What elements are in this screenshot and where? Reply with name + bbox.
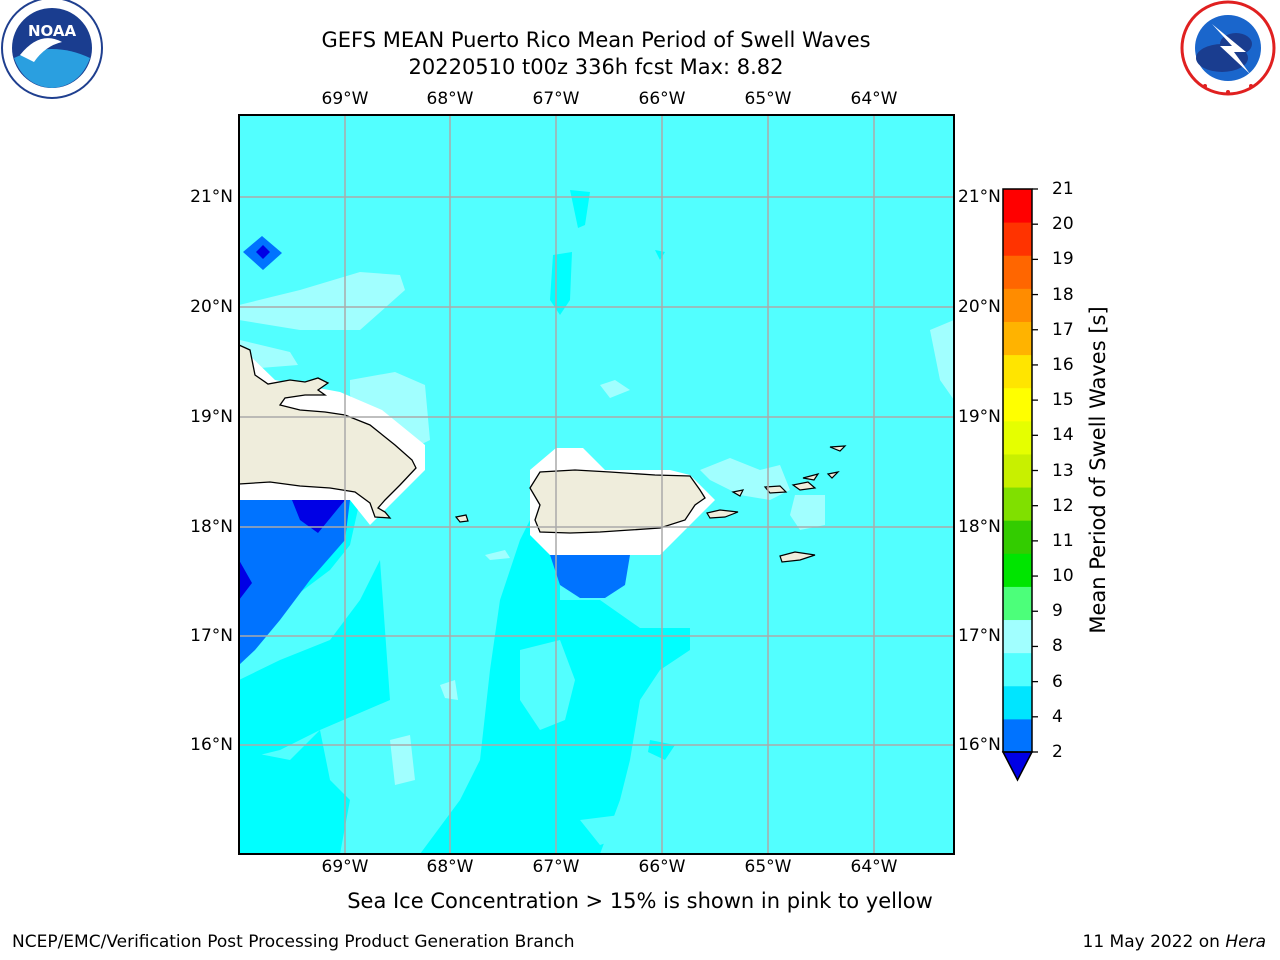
lat-label-right: 21°N <box>958 187 1001 207</box>
footer-host: Hera <box>1225 932 1266 952</box>
colorbar-segment <box>1003 652 1032 687</box>
colorbar-segment <box>1003 619 1032 654</box>
colorbar-tick-label: 10 <box>1052 566 1074 587</box>
colorbar-segment <box>1003 487 1032 521</box>
colorbar-segment <box>1003 288 1032 322</box>
colorbar-tick-label: 6 <box>1052 671 1063 692</box>
lon-label-top: 66°W <box>638 89 686 109</box>
colorbar-tick-label: 15 <box>1052 390 1074 411</box>
colorbar-tick-label: 12 <box>1052 495 1074 516</box>
colorbar-segment <box>1003 354 1032 389</box>
hispaniola-land <box>239 344 417 519</box>
graticule <box>239 115 954 854</box>
colorbar-tick-label: 13 <box>1052 460 1074 481</box>
map-frame <box>238 114 955 855</box>
nws-logo <box>1180 0 1276 96</box>
swell-period-field <box>239 115 954 854</box>
footer-date-text: 11 May 2022 on <box>1082 932 1226 952</box>
lat-label-left: 19°N <box>190 407 233 427</box>
lat-label-right: 16°N <box>958 735 1001 755</box>
footer-date: 11 May 2022 on Hera <box>1083 932 1267 952</box>
lat-label-right: 17°N <box>958 626 1001 646</box>
lon-label-top: 67°W <box>532 89 580 109</box>
colorbar-segment <box>1003 553 1032 587</box>
colorbar-segment <box>1003 255 1032 289</box>
lon-label-top: 65°W <box>744 89 792 109</box>
colorbar <box>1001 188 1038 782</box>
colorbar-tick-label: 17 <box>1052 319 1074 340</box>
colorbar-segment <box>1003 586 1032 621</box>
noaa-logo-text: NOAA <box>28 22 77 40</box>
colorbar-segment <box>1003 222 1032 256</box>
lon-label-top: 69°W <box>321 89 369 109</box>
colorbar-segment <box>1003 387 1032 422</box>
lat-label-left: 16°N <box>190 735 233 755</box>
lat-label-left: 20°N <box>190 297 233 317</box>
colorbar-segment <box>1003 321 1032 356</box>
colorbar-segment <box>1003 420 1032 455</box>
colorbar-under-triangle <box>1001 751 1034 782</box>
colorbar-segment <box>1003 520 1032 554</box>
colorbar-tick-label: 16 <box>1052 354 1074 375</box>
lon-label-bot: 67°W <box>532 857 580 877</box>
colorbar-tick-label: 11 <box>1052 530 1074 551</box>
footer-credit: NCEP/EMC/Verification Post Processing Pr… <box>12 932 575 952</box>
colorbar-segment <box>1003 453 1032 488</box>
lat-label-right: 18°N <box>958 517 1001 537</box>
colorbar-tick-label: 21 <box>1052 179 1074 199</box>
chart-subtitle: 20220510 t00z 336h fcst Max: 8.82 <box>408 55 784 79</box>
lon-label-bot: 64°W <box>850 857 898 877</box>
lon-label-bot: 69°W <box>321 857 369 877</box>
lon-label-bot: 68°W <box>426 857 474 877</box>
colorbar-tick-label: 4 <box>1052 706 1063 727</box>
colorbar-tick-label: 19 <box>1052 249 1074 270</box>
lat-label-left: 21°N <box>190 187 233 207</box>
lat-label-right: 19°N <box>958 407 1001 427</box>
colorbar-segment <box>1003 718 1032 753</box>
sea-ice-note: Sea Ice Concentration > 15% is shown in … <box>347 889 933 913</box>
colorbar-tick-label: 8 <box>1052 636 1063 657</box>
lat-label-left: 17°N <box>190 626 233 646</box>
colorbar-tick-label: 18 <box>1052 284 1074 305</box>
noaa-logo: NOAA <box>1 0 103 99</box>
lat-label-left: 18°N <box>190 517 233 537</box>
lon-label-bot: 66°W <box>638 857 686 877</box>
colorbar-tick-label: 20 <box>1052 214 1074 235</box>
colorbar-tick-label: 2 <box>1052 742 1063 762</box>
lon-label-top: 64°W <box>850 89 898 109</box>
lon-label-top: 68°W <box>426 89 474 109</box>
lat-label-right: 20°N <box>958 297 1001 317</box>
colorbar-label: Mean Period of Swell Waves [s] <box>1086 306 1110 634</box>
colorbar-segment <box>1003 189 1032 223</box>
colorbar-tick-label: 9 <box>1052 601 1063 622</box>
chart-title: GEFS MEAN Puerto Rico Mean Period of Swe… <box>321 28 871 52</box>
lon-label-bot: 65°W <box>744 857 792 877</box>
colorbar-segment <box>1003 685 1032 720</box>
colorbar-tick-label: 14 <box>1052 425 1074 446</box>
